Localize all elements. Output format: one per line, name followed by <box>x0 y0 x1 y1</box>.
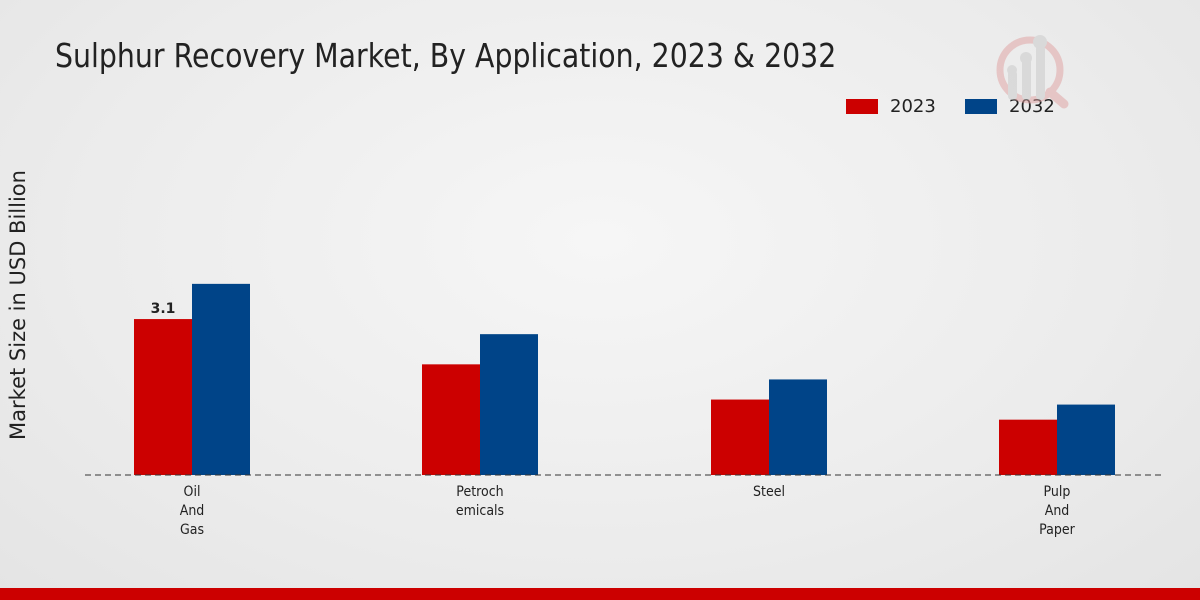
legend-swatch-2032 <box>965 99 997 114</box>
bar-2032-0 <box>192 283 250 475</box>
legend-swatch-2023 <box>846 99 878 114</box>
chart-title: Sulphur Recovery Market, By Application,… <box>55 36 837 75</box>
data-label: 3.1 <box>151 301 176 317</box>
bar-2032-1 <box>480 334 538 475</box>
bar-2023-2 <box>711 399 769 475</box>
bar-2032-2 <box>769 379 827 475</box>
x-tick-label: Pulp And Paper <box>1039 484 1075 538</box>
x-tick-label: Oil And Gas <box>179 484 205 538</box>
bar-2023-3 <box>999 419 1057 475</box>
footer-bar <box>0 588 1200 600</box>
legend-item-2023: 2023 <box>846 96 936 117</box>
x-tick-label: Steel <box>753 484 785 500</box>
x-tick-label: Petroch emicals <box>455 484 505 519</box>
logo-icon <box>996 35 1069 109</box>
bar-2023-0 <box>134 319 192 475</box>
legend-label-2023: 2023 <box>890 96 936 117</box>
bar-2023-1 <box>422 364 480 475</box>
bar-2032-3 <box>1057 404 1115 475</box>
